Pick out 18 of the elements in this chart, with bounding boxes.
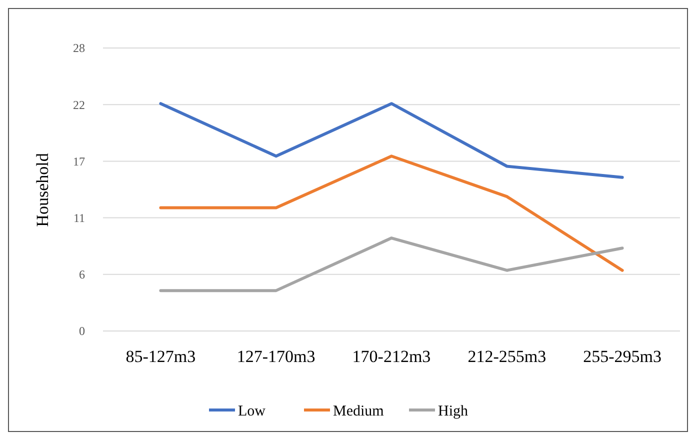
legend-label: Low — [238, 403, 266, 420]
legend-label: High — [438, 403, 468, 420]
x-tick-label: 85-127m3 — [126, 347, 196, 366]
x-tick-label: 212-255m3 — [468, 347, 546, 366]
x-tick-label: 255-295m3 — [583, 347, 662, 366]
y-tick-label: 22 — [73, 98, 85, 112]
y-tick-label: 28 — [73, 41, 85, 56]
y-tick-label: 11 — [73, 211, 85, 225]
y-tick-label: 6 — [79, 268, 85, 282]
y-tick-label: 0 — [79, 324, 85, 338]
line-series — [159, 236, 624, 292]
legend-label: Medium — [333, 403, 384, 420]
line-series — [159, 154, 624, 272]
line-series — [159, 102, 624, 179]
x-tick-label: 170-212m3 — [352, 347, 431, 366]
y-tick-label: 17 — [73, 154, 85, 168]
x-tick-label: 127-170m3 — [236, 347, 316, 366]
y-axis-title: Household — [33, 152, 52, 227]
